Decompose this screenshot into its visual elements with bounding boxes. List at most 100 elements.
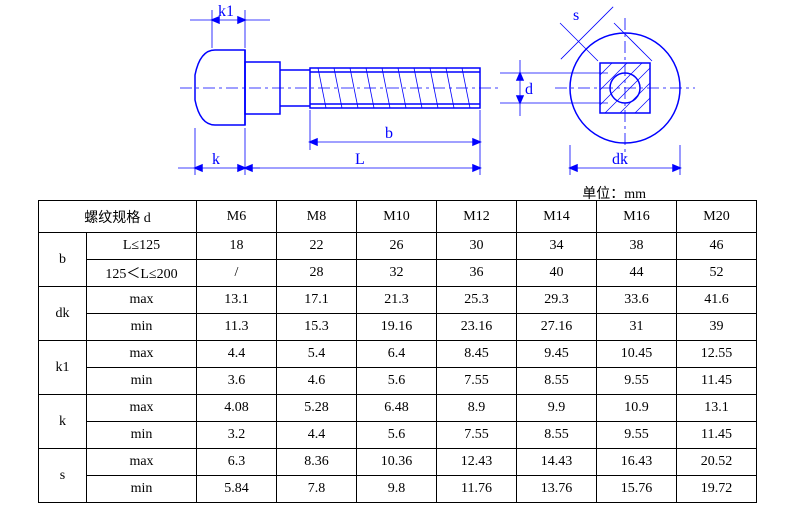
value-cell: 26 — [357, 233, 437, 260]
spec-table-container: 螺纹规格 d M6 M8 M10 M12 M14 M16 M20 bL≤1251… — [38, 200, 754, 503]
sub-cell: max — [87, 287, 197, 314]
value-cell: 11.45 — [677, 422, 757, 449]
sub-cell: max — [87, 449, 197, 476]
label-k: k — [212, 151, 220, 168]
sub-cell: max — [87, 341, 197, 368]
value-cell: 5.6 — [357, 368, 437, 395]
value-cell: 13.76 — [517, 476, 597, 503]
value-cell: 5.6 — [357, 422, 437, 449]
value-cell: 5.28 — [277, 395, 357, 422]
sub-cell: L≤125 — [87, 233, 197, 260]
value-cell: 10.36 — [357, 449, 437, 476]
value-cell: 6.48 — [357, 395, 437, 422]
size-col: M12 — [437, 201, 517, 233]
value-cell: 38 — [597, 233, 677, 260]
label-d: d — [525, 81, 533, 98]
value-cell: 5.4 — [277, 341, 357, 368]
value-cell: 14.43 — [517, 449, 597, 476]
sub-cell: min — [87, 422, 197, 449]
value-cell: 39 — [677, 314, 757, 341]
value-cell: 44 — [597, 260, 677, 287]
value-cell: 8.9 — [437, 395, 517, 422]
value-cell: 21.3 — [357, 287, 437, 314]
param-cell: k — [39, 395, 87, 449]
size-col: M16 — [597, 201, 677, 233]
value-cell: 7.55 — [437, 422, 517, 449]
value-cell: 15.76 — [597, 476, 677, 503]
value-cell: 8.36 — [277, 449, 357, 476]
value-cell: 8.55 — [517, 368, 597, 395]
param-cell: b — [39, 233, 87, 287]
size-col: M10 — [357, 201, 437, 233]
size-col: M6 — [197, 201, 277, 233]
sub-cell: min — [87, 314, 197, 341]
value-cell: 25.3 — [437, 287, 517, 314]
value-cell: 31 — [597, 314, 677, 341]
spec-table: 螺纹规格 d M6 M8 M10 M12 M14 M16 M20 bL≤1251… — [38, 200, 757, 503]
value-cell: 36 — [437, 260, 517, 287]
value-cell: 8.55 — [517, 422, 597, 449]
table-row: k1max4.45.46.48.459.4510.4512.55 — [39, 341, 757, 368]
value-cell: 19.72 — [677, 476, 757, 503]
value-cell: 3.2 — [197, 422, 277, 449]
value-cell: 33.6 — [597, 287, 677, 314]
table-row: kmax4.085.286.488.99.910.913.1 — [39, 395, 757, 422]
param-cell: s — [39, 449, 87, 503]
value-cell: 52 — [677, 260, 757, 287]
bolt-diagram: k1 b L k s d dk — [0, 0, 791, 185]
value-cell: 9.8 — [357, 476, 437, 503]
table-header-row: 螺纹规格 d M6 M8 M10 M12 M14 M16 M20 — [39, 201, 757, 233]
value-cell: 17.1 — [277, 287, 357, 314]
value-cell: 19.16 — [357, 314, 437, 341]
value-cell: 9.9 — [517, 395, 597, 422]
value-cell: 12.55 — [677, 341, 757, 368]
param-cell: k1 — [39, 341, 87, 395]
value-cell: / — [197, 260, 277, 287]
label-L: L — [355, 151, 365, 168]
value-cell: 6.4 — [357, 341, 437, 368]
value-cell: 13.1 — [677, 395, 757, 422]
label-dk: dk — [612, 151, 628, 168]
value-cell: 27.16 — [517, 314, 597, 341]
label-b: b — [385, 125, 393, 142]
table-row: dkmax13.117.121.325.329.333.641.6 — [39, 287, 757, 314]
value-cell: 30 — [437, 233, 517, 260]
table-row: min3.24.45.67.558.559.5511.45 — [39, 422, 757, 449]
value-cell: 11.3 — [197, 314, 277, 341]
value-cell: 4.6 — [277, 368, 357, 395]
table-row: min5.847.89.811.7613.7615.7619.72 — [39, 476, 757, 503]
value-cell: 29.3 — [517, 287, 597, 314]
size-col: M20 — [677, 201, 757, 233]
value-cell: 5.84 — [197, 476, 277, 503]
value-cell: 23.16 — [437, 314, 517, 341]
value-cell: 4.4 — [197, 341, 277, 368]
size-col: M8 — [277, 201, 357, 233]
sub-cell: min — [87, 476, 197, 503]
value-cell: 4.4 — [277, 422, 357, 449]
value-cell: 4.08 — [197, 395, 277, 422]
value-cell: 40 — [517, 260, 597, 287]
value-cell: 11.76 — [437, 476, 517, 503]
value-cell: 13.1 — [197, 287, 277, 314]
table-row: smax6.38.3610.3612.4314.4316.4320.52 — [39, 449, 757, 476]
value-cell: 10.45 — [597, 341, 677, 368]
size-col: M14 — [517, 201, 597, 233]
value-cell: 15.3 — [277, 314, 357, 341]
value-cell: 28 — [277, 260, 357, 287]
value-cell: 8.45 — [437, 341, 517, 368]
value-cell: 46 — [677, 233, 757, 260]
value-cell: 22 — [277, 233, 357, 260]
value-cell: 18 — [197, 233, 277, 260]
param-cell: dk — [39, 287, 87, 341]
label-s: s — [573, 7, 579, 24]
value-cell: 9.55 — [597, 368, 677, 395]
value-cell: 41.6 — [677, 287, 757, 314]
value-cell: 12.43 — [437, 449, 517, 476]
label-k1: k1 — [218, 3, 234, 20]
value-cell: 10.9 — [597, 395, 677, 422]
value-cell: 16.43 — [597, 449, 677, 476]
table-row: bL≤12518222630343846 — [39, 233, 757, 260]
value-cell: 32 — [357, 260, 437, 287]
table-row: min3.64.65.67.558.559.5511.45 — [39, 368, 757, 395]
sub-cell: max — [87, 395, 197, 422]
